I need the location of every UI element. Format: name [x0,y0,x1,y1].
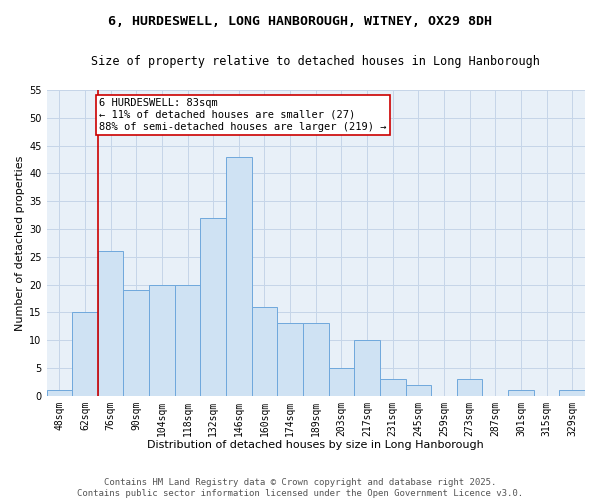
Bar [380,379,406,396]
Bar [47,390,72,396]
Bar [226,156,251,396]
Bar [98,251,124,396]
Bar [72,312,98,396]
Bar [277,324,303,396]
Bar [200,218,226,396]
Bar [303,324,329,396]
Bar [329,368,354,396]
Bar [508,390,534,396]
X-axis label: Distribution of detached houses by size in Long Hanborough: Distribution of detached houses by size … [148,440,484,450]
Text: 6 HURDESWELL: 83sqm
← 11% of detached houses are smaller (27)
88% of semi-detach: 6 HURDESWELL: 83sqm ← 11% of detached ho… [99,98,386,132]
Text: Contains HM Land Registry data © Crown copyright and database right 2025.
Contai: Contains HM Land Registry data © Crown c… [77,478,523,498]
Bar [251,307,277,396]
Title: Size of property relative to detached houses in Long Hanborough: Size of property relative to detached ho… [91,55,540,68]
Bar [354,340,380,396]
Y-axis label: Number of detached properties: Number of detached properties [15,155,25,330]
Bar [457,379,482,396]
Bar [559,390,585,396]
Bar [149,284,175,396]
Text: 6, HURDESWELL, LONG HANBOROUGH, WITNEY, OX29 8DH: 6, HURDESWELL, LONG HANBOROUGH, WITNEY, … [108,15,492,28]
Bar [175,284,200,396]
Bar [406,384,431,396]
Bar [124,290,149,396]
